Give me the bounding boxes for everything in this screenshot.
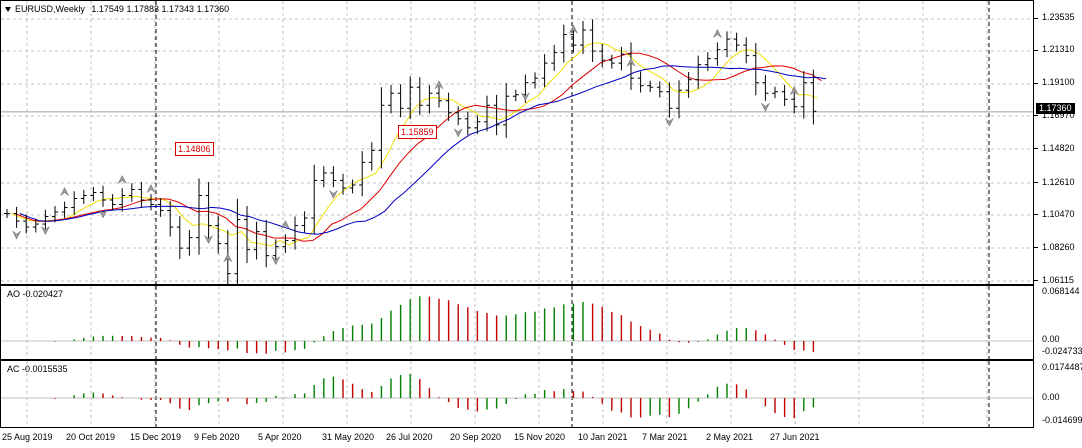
time-axis-label: 15 Nov 2020	[514, 432, 566, 442]
fractal-up-icon	[713, 29, 722, 38]
fractal-up-icon	[569, 24, 578, 34]
price-chart-canvas[interactable]	[1, 1, 1034, 285]
price-axis-label: 1.19100	[1042, 77, 1075, 87]
ac-title: AC -0.0015535	[7, 364, 68, 374]
ao-axis-label: 0.068144	[1042, 286, 1080, 296]
time-axis-label: 7 Mar 2021	[642, 432, 688, 442]
price-axis-label: 1.14820	[1042, 143, 1075, 153]
ao-title: AO -0.020427	[7, 289, 64, 299]
price-axis-label: 1.08260	[1042, 242, 1075, 252]
fractal-down-icon	[521, 92, 530, 102]
time-axis-label: 31 May 2020	[322, 432, 375, 442]
chart-header: EURUSD,Weekly 1.17549 1.17883 1.17343 1.…	[5, 4, 229, 14]
price-axis-label: 1.12610	[1042, 177, 1075, 187]
price-axis-label: 1.21310	[1042, 44, 1075, 54]
fractal-up-icon	[146, 183, 156, 193]
fractal-down-icon	[12, 230, 21, 240]
fractal-down-icon	[271, 256, 281, 266]
symbol-label: EURUSD,Weekly	[15, 4, 85, 14]
price-panel[interactable]: EURUSD,Weekly 1.17549 1.17883 1.17343 1.…	[0, 0, 1034, 285]
fractal-up-icon	[789, 86, 799, 95]
fractal-down-icon	[41, 226, 50, 236]
ao-indicator-panel[interactable]: AO -0.020427	[0, 285, 1034, 360]
time-axis-label: 5 Apr 2020	[258, 432, 302, 442]
fractal-down-icon	[329, 190, 338, 200]
time-axis-label: 15 Dec 2019	[130, 432, 182, 442]
price-axis-label: 1.16970	[1042, 110, 1075, 120]
fractal-up-icon	[60, 186, 69, 196]
fractal-down-icon	[453, 128, 463, 138]
time-axis-label: 2 May 2021	[706, 432, 754, 442]
fractal-down-icon	[665, 118, 674, 127]
time-axis-label: 26 Jul 2020	[386, 432, 433, 442]
time-axis-label: 20 Oct 2019	[66, 432, 116, 442]
ma-mid-line	[14, 52, 822, 242]
ao-axis-label: 0.00	[1042, 334, 1060, 344]
current-price-badge: 1.17360	[1036, 103, 1075, 114]
fractal-price-label[interactable]: 1.14806	[175, 142, 214, 156]
time-axis-label: 27 Jun 2021	[770, 432, 820, 442]
low-value: 1.17343	[161, 4, 195, 14]
ac-axis-label: -0.014699	[1042, 415, 1082, 425]
ao-axis: 0.068144 0.00 -0.024733	[1034, 285, 1082, 360]
ao-axis-label: -0.024733	[1042, 346, 1082, 356]
ma-fast-line	[10, 42, 818, 247]
ac-axis-label: 0.0174487	[1042, 362, 1082, 372]
close-value: 1.17360	[196, 4, 230, 14]
fractal-up-icon	[434, 80, 444, 89]
time-axis-label: 20 Sep 2020	[450, 432, 502, 442]
fractal-down-icon	[98, 209, 108, 219]
fractal-up-icon	[281, 220, 290, 229]
price-axis-label: 1.10470	[1042, 209, 1075, 219]
price-axis[interactable]: 1.23535 1.21310 1.19100 1.16970 1.14820 …	[1034, 0, 1082, 285]
price-axis-label: 1.06115	[1042, 275, 1074, 285]
high-value: 1.17883	[126, 4, 159, 14]
ac-indicator-panel[interactable]: AC -0.0015535	[0, 360, 1034, 428]
time-axis-label: 10 Jan 2021	[578, 432, 628, 442]
ma-slow-line	[19, 65, 827, 235]
open-value: 1.17549	[91, 4, 124, 14]
time-axis-label: 25 Aug 2019	[2, 432, 53, 442]
time-axis[interactable]: 25 Aug 2019 20 Oct 2019 15 Dec 2019 9 Fe…	[0, 428, 1034, 448]
fractal-down-icon	[761, 103, 770, 112]
fractal-up-icon	[626, 57, 636, 67]
time-axis-label: 9 Feb 2020	[194, 432, 240, 442]
dropdown-triangle-icon[interactable]	[5, 7, 11, 13]
fractal-price-label[interactable]: 1.15859	[398, 125, 437, 139]
fractal-up-icon	[117, 174, 127, 184]
fractal-up-icon	[223, 253, 233, 262]
ac-axis: 0.0174487 0.00 -0.014699	[1034, 360, 1082, 428]
ac-axis-label: 0.00	[1042, 392, 1060, 402]
ac-histogram-canvas[interactable]	[1, 361, 1034, 428]
fractal-down-icon	[204, 235, 213, 245]
price-axis-label: 1.23535	[1042, 12, 1075, 22]
ao-histogram-canvas[interactable]	[1, 286, 1034, 360]
